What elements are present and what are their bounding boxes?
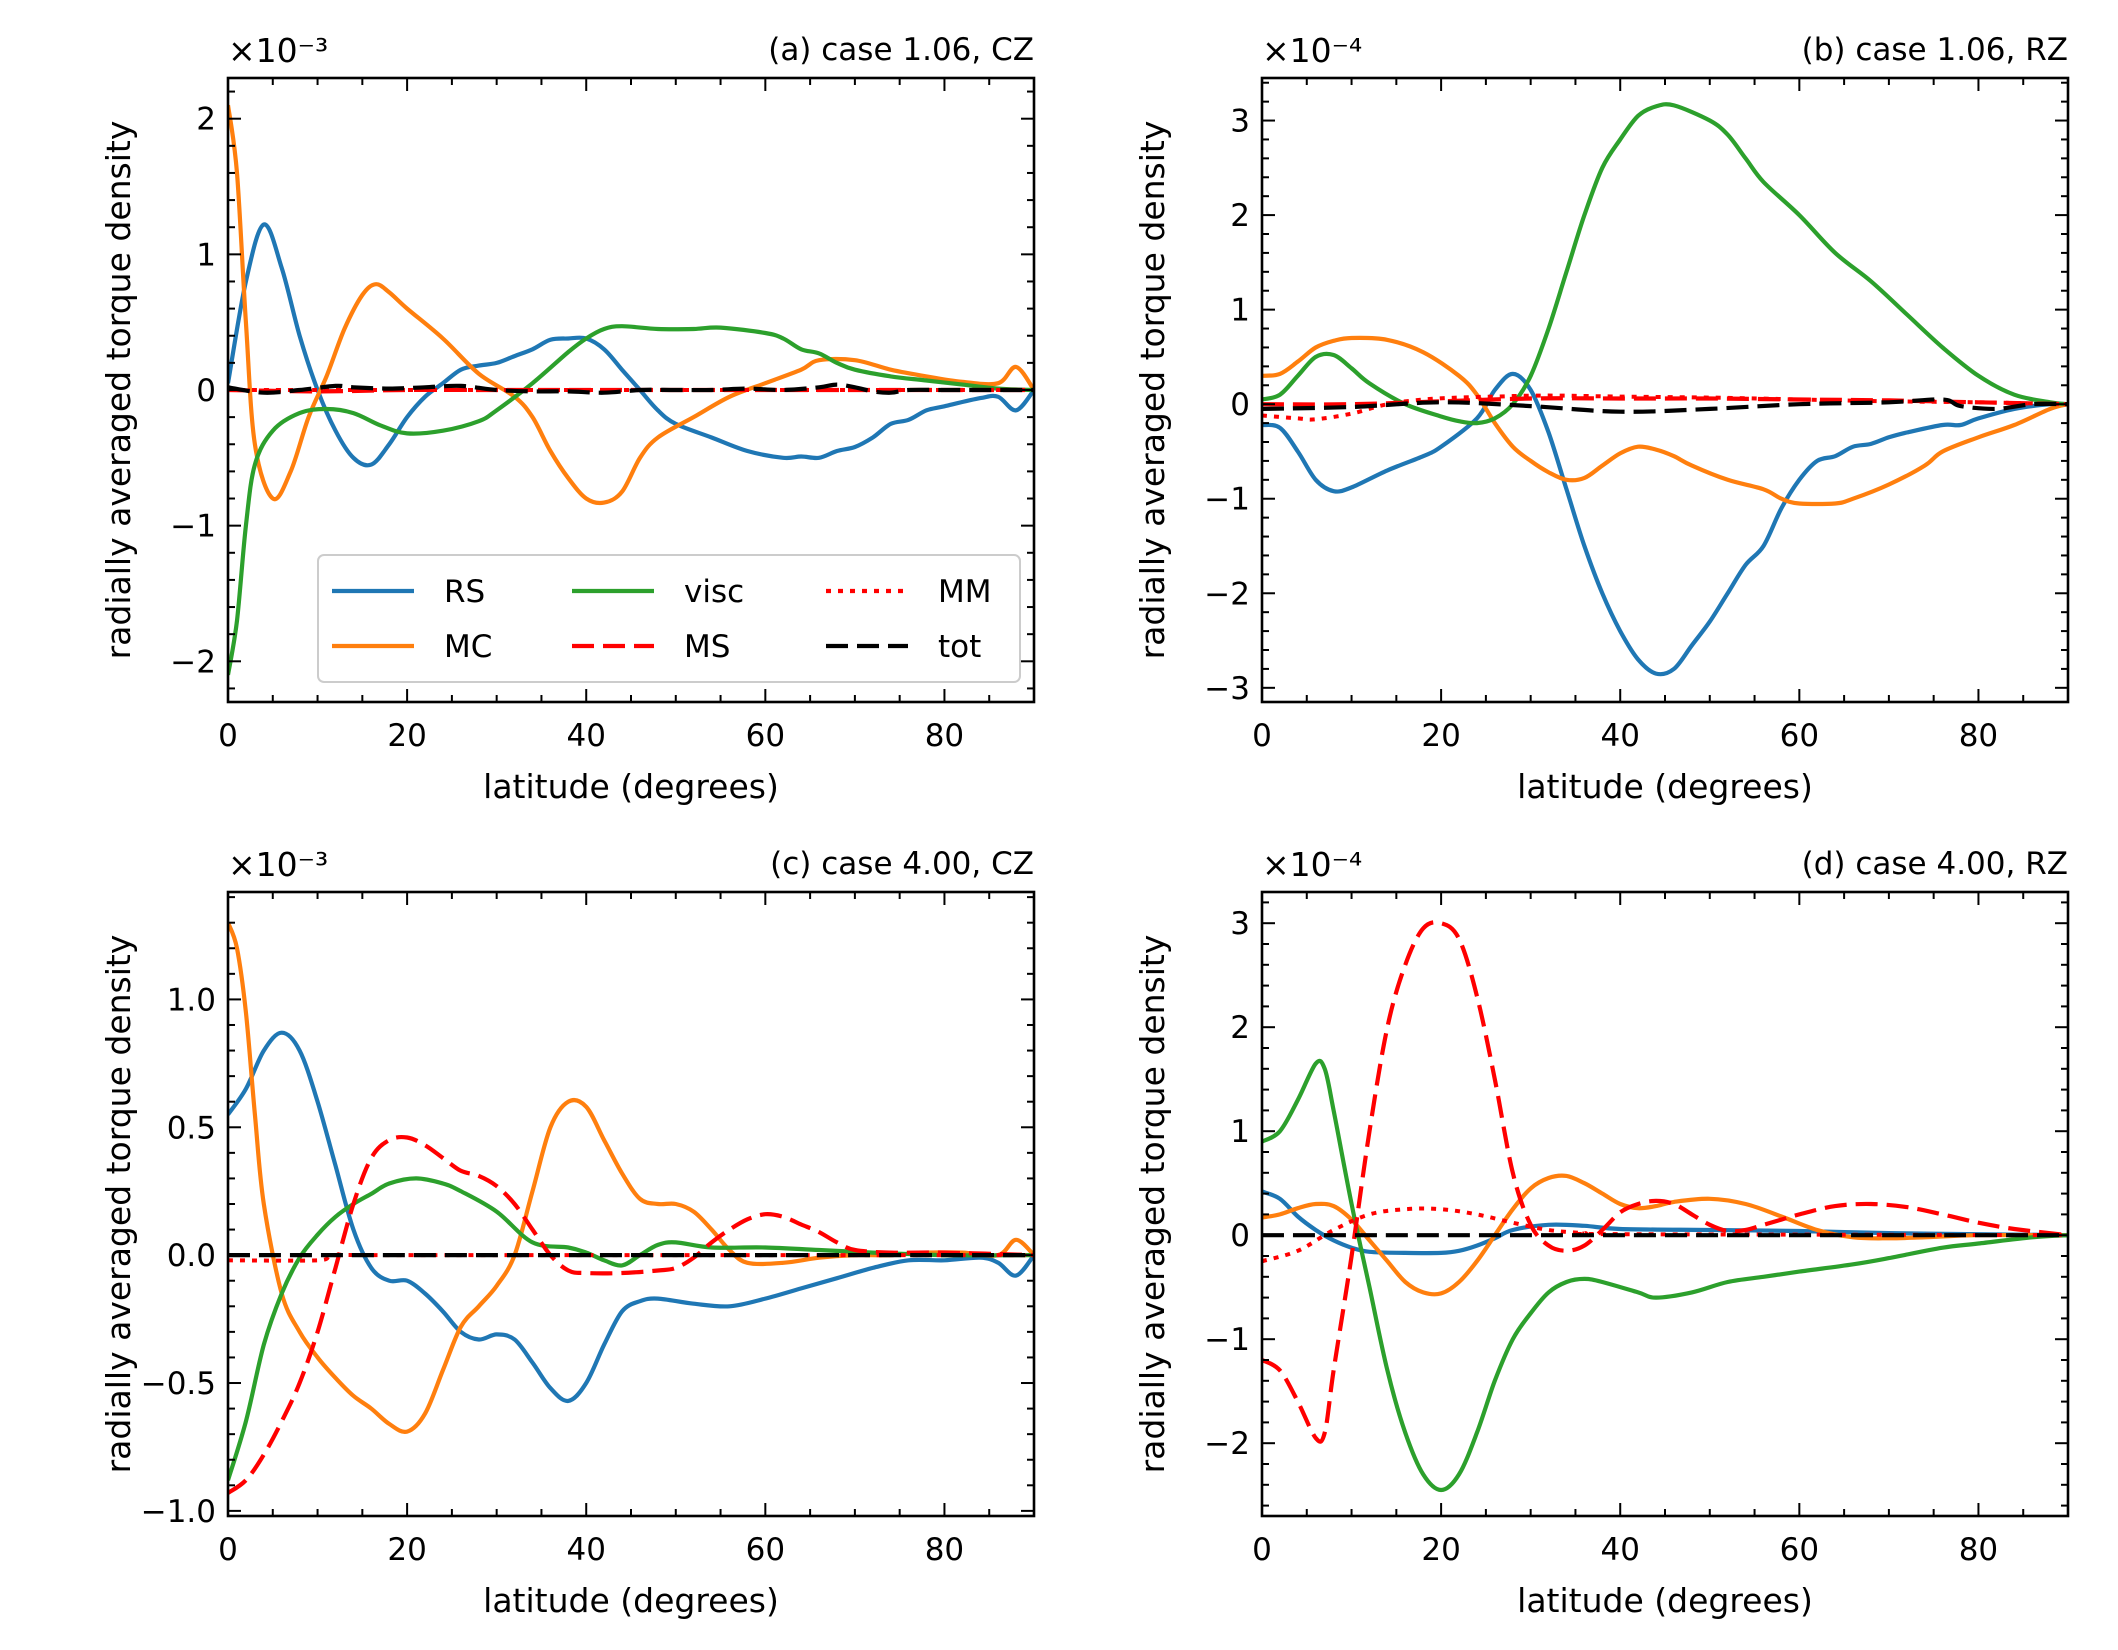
x-tick-label: 80 bbox=[1959, 1532, 1998, 1568]
y-tick-label: 0.0 bbox=[167, 1238, 216, 1274]
y-tick-label: −0.5 bbox=[141, 1366, 216, 1402]
y-tick-label: 2 bbox=[196, 102, 216, 138]
x-tick-label: 20 bbox=[1421, 1532, 1460, 1568]
x-tick-label: 40 bbox=[1600, 718, 1639, 754]
x-tick-label: 0 bbox=[1252, 1532, 1272, 1568]
series-line-mc bbox=[1262, 335, 2068, 507]
x-tick-label: 80 bbox=[1959, 718, 1998, 754]
series-line-rs bbox=[228, 1030, 1034, 1404]
y-axis-label: radially averaged torque density bbox=[99, 935, 138, 1474]
series-group bbox=[228, 921, 1034, 1495]
panel-title: (c) case 4.00, CZ bbox=[770, 846, 1034, 882]
legend-label-mm: MM bbox=[938, 574, 992, 610]
series-line-mc bbox=[228, 104, 1034, 506]
scale-offset-label: ×10⁻³ bbox=[228, 845, 328, 884]
scale-offset-label: ×10⁻⁴ bbox=[1262, 845, 1362, 884]
series-line-rs bbox=[1262, 371, 2068, 677]
y-tick-label: −2 bbox=[1204, 576, 1250, 612]
x-tick-label: 80 bbox=[925, 718, 964, 754]
x-tick-label: 40 bbox=[566, 1532, 605, 1568]
legend-label-mc: MC bbox=[444, 629, 492, 665]
series-line-mm bbox=[1262, 393, 2068, 422]
x-tick-label: 60 bbox=[1780, 1532, 1819, 1568]
series-line-rs bbox=[228, 222, 1034, 468]
y-tick-label: −1 bbox=[170, 509, 216, 545]
y-tick-label: 0 bbox=[1230, 387, 1250, 423]
legend-label-tot: tot bbox=[938, 629, 981, 665]
y-tick-label: 0.5 bbox=[167, 1110, 216, 1146]
y-tick-label: 1.0 bbox=[167, 982, 216, 1018]
panel-title: (b) case 1.06, RZ bbox=[1802, 32, 2068, 68]
y-tick-label: 1 bbox=[1230, 1114, 1250, 1150]
y-tick-label: −1 bbox=[1204, 1322, 1250, 1358]
legend: RS MC visc MS MM tot bbox=[317, 554, 1021, 683]
y-tick-label: 0 bbox=[196, 373, 216, 409]
legend-frame bbox=[317, 554, 1021, 683]
y-tick-label: −2 bbox=[1204, 1426, 1250, 1462]
series-line-tot bbox=[228, 382, 1034, 395]
series-line-ms bbox=[1262, 920, 2068, 1444]
x-axis-label: latitude (degrees) bbox=[1517, 1581, 1813, 1620]
series-line-visc bbox=[1262, 102, 2068, 426]
legend-label-rs: RS bbox=[444, 574, 485, 610]
x-axis-label: latitude (degrees) bbox=[483, 1581, 779, 1620]
x-axis-label: latitude (degrees) bbox=[1517, 767, 1813, 806]
y-tick-label: 1 bbox=[1230, 293, 1250, 329]
series-line-visc bbox=[228, 324, 1034, 676]
y-axis-label: radially averaged torque density bbox=[99, 121, 138, 660]
scale-offset-label: ×10⁻³ bbox=[228, 31, 328, 70]
series-group bbox=[1262, 102, 2068, 677]
x-tick-label: 20 bbox=[387, 1532, 426, 1568]
x-axis-label: latitude (degrees) bbox=[483, 767, 779, 806]
x-tick-label: 60 bbox=[746, 1532, 785, 1568]
y-axis-label: radially averaged torque density bbox=[1133, 935, 1172, 1474]
y-tick-label: 0 bbox=[1230, 1218, 1250, 1254]
y-tick-label: 3 bbox=[1230, 104, 1250, 140]
series-group bbox=[1262, 920, 2068, 1493]
x-tick-label: 60 bbox=[1780, 718, 1819, 754]
panel-title: (a) case 1.06, CZ bbox=[768, 32, 1034, 68]
axes-frame bbox=[226, 890, 1036, 1518]
x-tick-label: 40 bbox=[1600, 1532, 1639, 1568]
x-tick-label: 80 bbox=[925, 1532, 964, 1568]
x-tick-label: 20 bbox=[387, 718, 426, 754]
y-tick-label: −3 bbox=[1204, 671, 1250, 707]
panel-d: 0 20 40 60 80 −2 −1 0 1 2 3 latitude (degrees) radia… bbox=[1133, 845, 2070, 1620]
y-tick-label: 1 bbox=[196, 237, 216, 273]
panel-title: (d) case 4.00, RZ bbox=[1802, 846, 2068, 882]
panel-c: 0 20 40 60 80 −1.0 −0.5 0.0 0.5 1.0 latitude (degr… bbox=[99, 845, 1036, 1620]
series-line-mc bbox=[228, 921, 1034, 1435]
series-group bbox=[228, 104, 1034, 676]
x-tick-label: 0 bbox=[218, 1532, 238, 1568]
panel-a: 0 20 40 60 80 −2 −1 0 1 2 latitude (degrees) radial… bbox=[99, 31, 1036, 806]
scale-offset-label: ×10⁻⁴ bbox=[1262, 31, 1362, 70]
x-tick-label: 40 bbox=[566, 718, 605, 754]
legend-label-visc: visc bbox=[684, 574, 744, 610]
x-tick-label: 20 bbox=[1421, 718, 1460, 754]
panel-b: 0 20 40 60 80 −3 −2 −1 0 1 2 3 latitude (degrees) rad… bbox=[1133, 31, 2070, 806]
y-tick-label: 3 bbox=[1230, 906, 1250, 942]
series-line-visc bbox=[1262, 1058, 2068, 1493]
x-tick-label: 0 bbox=[218, 718, 238, 754]
series-line-tot bbox=[1262, 397, 2068, 414]
y-tick-label: −2 bbox=[170, 644, 216, 680]
y-axis-label: radially averaged torque density bbox=[1133, 121, 1172, 660]
y-tick-label: 2 bbox=[1230, 198, 1250, 234]
y-tick-label: 2 bbox=[1230, 1010, 1250, 1046]
x-tick-label: 0 bbox=[1252, 718, 1272, 754]
y-tick-label: −1.0 bbox=[141, 1494, 216, 1530]
x-tick-label: 60 bbox=[746, 718, 785, 754]
y-tick-label: −1 bbox=[1204, 482, 1250, 518]
series-line-visc bbox=[228, 1176, 1034, 1481]
legend-label-ms: MS bbox=[684, 629, 730, 665]
